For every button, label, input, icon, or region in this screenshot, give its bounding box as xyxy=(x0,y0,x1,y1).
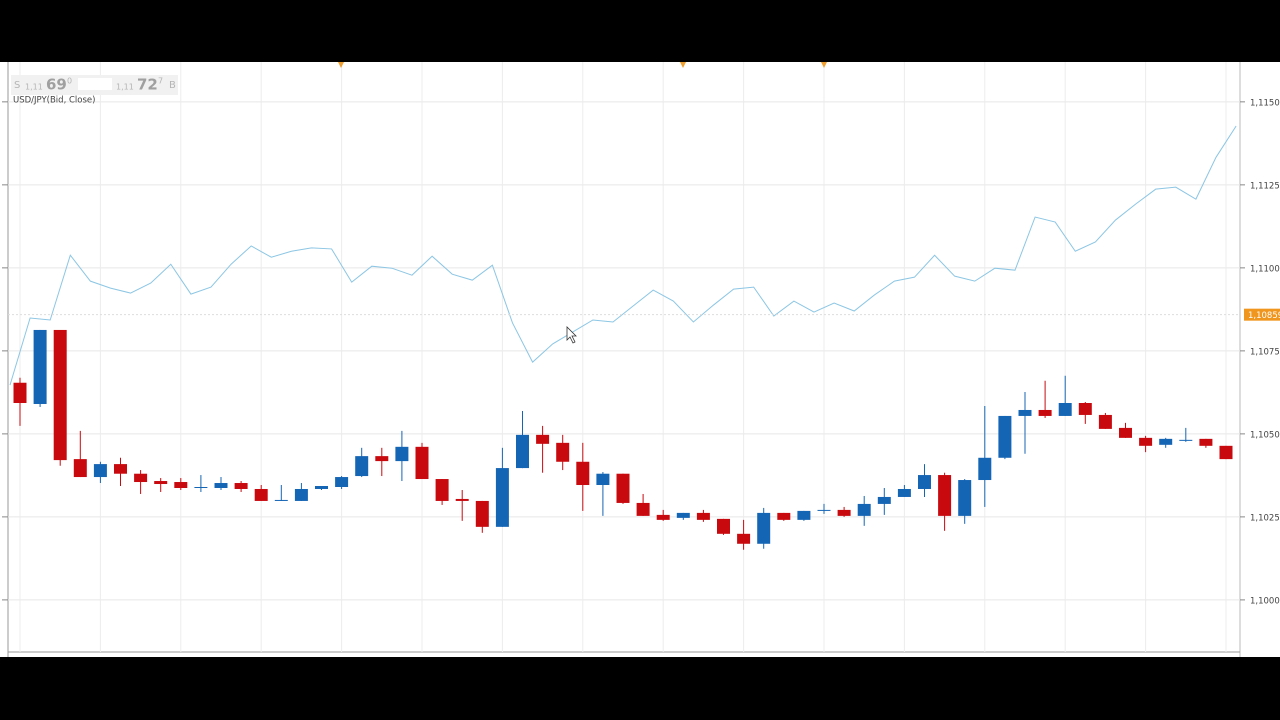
candle-body xyxy=(335,477,349,487)
candle-body xyxy=(918,475,931,489)
buy-label: B xyxy=(169,80,176,91)
candle-body xyxy=(53,329,67,461)
candle-body xyxy=(857,503,871,516)
candle-body xyxy=(978,457,992,481)
grid xyxy=(8,62,1240,652)
event-marker xyxy=(680,62,686,68)
candle-body xyxy=(415,446,429,480)
candle-body xyxy=(938,475,952,516)
candle-body xyxy=(93,464,107,478)
candle-body xyxy=(1119,427,1132,438)
candle-body xyxy=(958,480,972,516)
last-price-tag xyxy=(1244,308,1280,321)
buy-prefix: 1,11 xyxy=(116,83,134,92)
candle-body xyxy=(294,488,308,501)
event-marker xyxy=(821,62,827,68)
mouse-cursor xyxy=(566,326,577,344)
plot xyxy=(9,125,1237,550)
event-marker xyxy=(338,62,344,68)
legend-entry: USD/JPY(Bid, Close) xyxy=(13,96,95,106)
y-tick-label: 1,1150 xyxy=(1250,98,1280,108)
candle-body xyxy=(1038,409,1052,416)
candle-body xyxy=(194,487,208,488)
y-tick-label: 1,1000 xyxy=(1250,596,1280,606)
candle-body xyxy=(134,473,148,483)
buy-pip: 7 xyxy=(158,77,163,86)
y-tick-label: 1,1100 xyxy=(1250,264,1280,274)
candle-body xyxy=(234,483,248,489)
last-price-label: 1,10859 xyxy=(1248,311,1280,321)
candle-body xyxy=(1199,438,1213,446)
y-tick-label: 1,1075 xyxy=(1250,347,1280,357)
candle-body xyxy=(395,446,409,462)
candle-body xyxy=(1018,409,1032,416)
candle-body xyxy=(375,456,389,462)
candle-body xyxy=(315,486,328,489)
candle-body xyxy=(13,382,27,403)
candle-body xyxy=(495,468,509,527)
candle-body xyxy=(254,488,268,501)
candle-body xyxy=(717,518,730,534)
candle-body xyxy=(777,512,791,520)
candle-body xyxy=(757,512,771,544)
candle-body xyxy=(536,434,550,444)
candle-body xyxy=(274,499,288,501)
candle-body xyxy=(817,509,831,511)
candle-body xyxy=(616,473,630,503)
sell-pip: 0 xyxy=(67,77,72,86)
candle-body xyxy=(516,434,529,469)
candle-body xyxy=(114,464,127,474)
candle-body xyxy=(676,512,690,518)
candle-body xyxy=(636,502,650,516)
candle-body xyxy=(1139,437,1153,446)
candle-body xyxy=(435,479,449,501)
candle-body xyxy=(656,514,670,520)
candle-body xyxy=(1078,402,1092,415)
candle-body xyxy=(998,415,1012,458)
candle-body xyxy=(355,456,369,477)
candle-body xyxy=(1058,402,1072,416)
price-line xyxy=(9,125,1237,386)
quote-spread-box xyxy=(78,78,112,90)
candle-body xyxy=(475,500,489,527)
candle-body xyxy=(897,488,911,497)
candle-body xyxy=(214,483,228,488)
candle-body xyxy=(174,482,188,488)
y-tick-label: 1,1125 xyxy=(1250,181,1280,191)
candle-body xyxy=(1098,414,1112,429)
candle-body xyxy=(73,459,87,478)
candle-body xyxy=(1159,438,1173,445)
candle-body xyxy=(1219,445,1233,460)
candle-body xyxy=(877,496,891,504)
sell-prefix: 1,11 xyxy=(25,83,43,92)
chart-background xyxy=(0,62,1280,657)
candle-body xyxy=(556,442,570,462)
y-tick-label: 1,1050 xyxy=(1250,430,1280,440)
candle-body xyxy=(797,510,811,520)
candle-body xyxy=(154,481,168,485)
candle-body xyxy=(737,533,751,544)
candle-body xyxy=(837,509,851,516)
sell-label: S xyxy=(14,80,20,91)
candle-body xyxy=(455,498,469,501)
candle-body xyxy=(696,512,710,520)
candle-body xyxy=(576,461,590,486)
buy-big: 72 xyxy=(137,76,158,94)
candle-body xyxy=(596,473,610,486)
candle-body xyxy=(1179,439,1193,441)
candle-body xyxy=(33,329,47,404)
y-tick-label: 1,1025 xyxy=(1250,513,1280,523)
sell-big: 69 xyxy=(46,76,67,94)
